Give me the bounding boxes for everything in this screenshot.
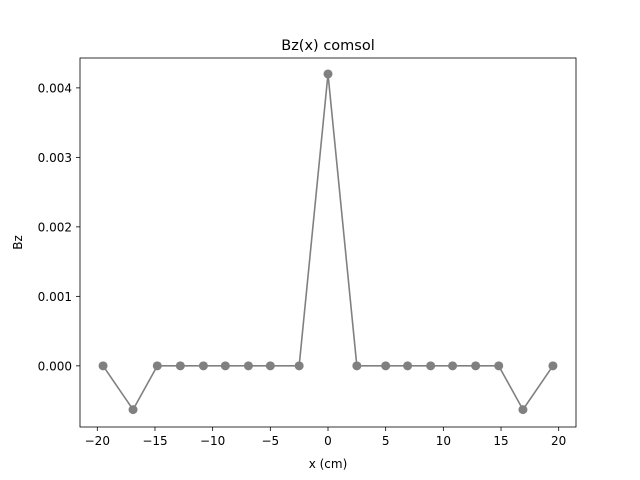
x-tick-label: −5 <box>261 434 279 448</box>
y-axis-ticks: 0.000 0.001 0.002 0.003 0.004 <box>38 81 80 373</box>
x-tick-label: 15 <box>493 434 508 448</box>
data-point <box>352 361 362 371</box>
x-tick-label: −20 <box>85 434 110 448</box>
chart-title: Bz(x) comsol <box>281 38 375 54</box>
data-point <box>243 361 253 371</box>
data-point <box>198 361 208 371</box>
x-tick-label: −15 <box>142 434 167 448</box>
data-point <box>220 361 230 371</box>
x-tick-label: 5 <box>382 434 390 448</box>
data-point <box>548 361 558 371</box>
data-point <box>403 361 413 371</box>
data-point <box>448 361 458 371</box>
y-tick-label: 0.003 <box>38 151 72 165</box>
data-point <box>381 361 391 371</box>
data-point <box>471 361 481 371</box>
data-point <box>98 361 108 371</box>
data-point <box>294 361 304 371</box>
x-tick-label: 0 <box>324 434 332 448</box>
data-point <box>494 361 504 371</box>
y-tick-label: 0.002 <box>38 220 72 234</box>
y-axis-label: Bz <box>11 235 25 250</box>
x-tick-label: 10 <box>436 434 451 448</box>
data-point <box>128 405 138 415</box>
data-point <box>265 361 275 371</box>
data-point <box>323 69 333 79</box>
data-point <box>175 361 185 371</box>
x-tick-label: 20 <box>551 434 566 448</box>
y-tick-label: 0.004 <box>38 81 72 95</box>
data-point <box>426 361 436 371</box>
y-tick-label: 0.001 <box>38 290 72 304</box>
data-point <box>518 405 528 415</box>
y-tick-label: 0.000 <box>38 359 72 373</box>
x-axis-label: x (cm) <box>309 457 348 471</box>
data-point <box>152 361 162 371</box>
series-layer <box>98 69 558 415</box>
x-tick-label: −10 <box>200 434 225 448</box>
x-axis-ticks: −20 −15 −10 −5 0 5 10 15 20 <box>85 427 566 448</box>
